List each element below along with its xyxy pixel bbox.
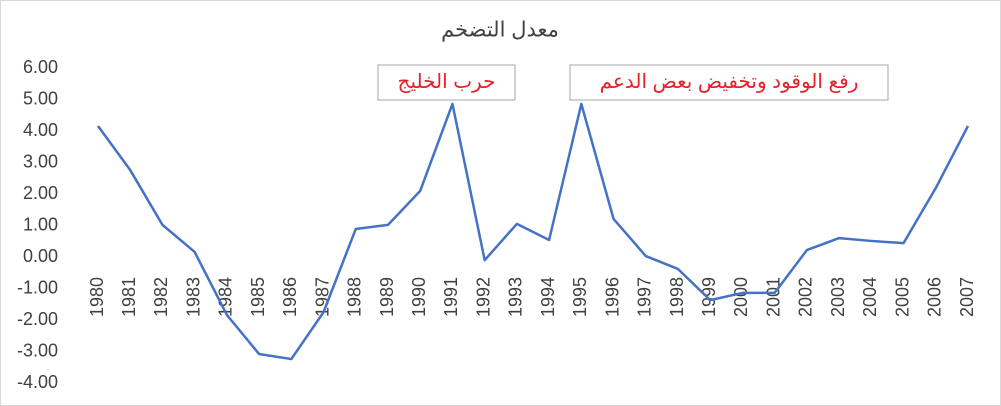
x-tick-label: 1983 bbox=[183, 277, 203, 317]
x-tick-label: 1989 bbox=[377, 277, 397, 317]
x-tick-label: 2005 bbox=[892, 277, 912, 317]
x-tick-label: 1987 bbox=[312, 277, 332, 317]
x-tick-label: 2003 bbox=[828, 277, 848, 317]
x-tick-label: 1993 bbox=[506, 277, 526, 317]
annotation-box bbox=[377, 64, 516, 101]
y-tick-label: 0.00 bbox=[23, 246, 58, 266]
y-tick-label: 1.00 bbox=[23, 214, 58, 234]
x-tick-label: 1995 bbox=[570, 277, 590, 317]
y-tick-label: -4.00 bbox=[17, 372, 58, 392]
x-tick-label: 1986 bbox=[280, 277, 300, 317]
y-tick-label: 4.00 bbox=[23, 120, 58, 140]
x-tick-label: 1981 bbox=[119, 277, 139, 317]
x-tick-label: 1999 bbox=[699, 277, 719, 317]
x-tick-label: 2004 bbox=[860, 277, 880, 317]
y-tick-label: 2.00 bbox=[23, 183, 58, 203]
y-tick-label: 6.00 bbox=[23, 57, 58, 77]
x-tick-label: 1988 bbox=[345, 277, 365, 317]
x-tick-label: 2002 bbox=[796, 277, 816, 317]
x-tick-label: 2007 bbox=[957, 277, 977, 317]
x-tick-label: 1992 bbox=[473, 277, 493, 317]
x-tick-label: 1980 bbox=[87, 277, 107, 317]
x-tick-label: 1997 bbox=[635, 277, 655, 317]
y-tick-label: -2.00 bbox=[17, 309, 58, 329]
y-tick-label: 5.00 bbox=[23, 88, 58, 108]
x-tick-label: 1996 bbox=[602, 277, 622, 317]
x-tick-label: 2001 bbox=[763, 277, 783, 317]
y-tick-label: -3.00 bbox=[17, 340, 58, 360]
chart-title: معدل التضخم bbox=[441, 19, 559, 43]
x-tick-label: 1985 bbox=[248, 277, 268, 317]
x-tick-label: 2006 bbox=[925, 277, 945, 317]
x-tick-label: 1998 bbox=[667, 277, 687, 317]
x-tick-label: 1982 bbox=[151, 277, 171, 317]
annotation-box bbox=[569, 64, 889, 101]
y-tick-label: -1.00 bbox=[17, 277, 58, 297]
x-tick-label: 2000 bbox=[731, 277, 751, 317]
data-line bbox=[96, 102, 970, 361]
x-tick-label: 1990 bbox=[409, 277, 429, 317]
y-tick-label: 3.00 bbox=[23, 151, 58, 171]
x-tick-label: 1991 bbox=[441, 277, 461, 317]
x-tick-label: 1984 bbox=[216, 277, 236, 317]
annotation: حرب الخليج bbox=[398, 71, 496, 93]
annotation: رفع الوقود وتخفيض بعض الدعم bbox=[600, 71, 859, 93]
x-tick-label: 1994 bbox=[538, 277, 558, 317]
